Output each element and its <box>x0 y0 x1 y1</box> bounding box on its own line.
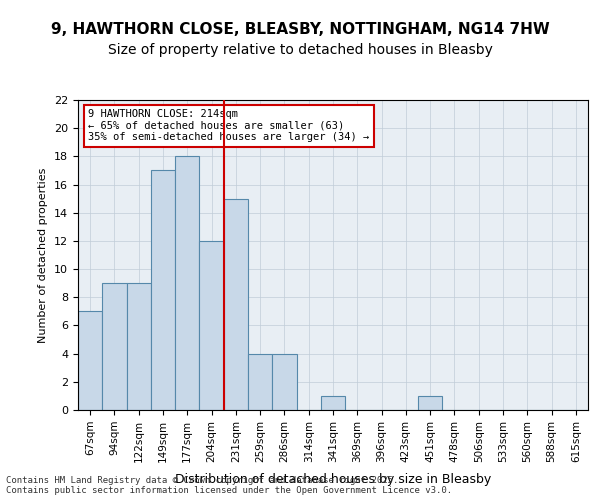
Bar <box>78 312 102 410</box>
Bar <box>151 170 175 410</box>
Bar <box>321 396 345 410</box>
Text: 9 HAWTHORN CLOSE: 214sqm
← 65% of detached houses are smaller (63)
35% of semi-d: 9 HAWTHORN CLOSE: 214sqm ← 65% of detach… <box>88 110 370 142</box>
Text: Size of property relative to detached houses in Bleasby: Size of property relative to detached ho… <box>107 43 493 57</box>
Bar <box>199 241 224 410</box>
Y-axis label: Number of detached properties: Number of detached properties <box>38 168 49 342</box>
Text: Contains HM Land Registry data © Crown copyright and database right 2025.
Contai: Contains HM Land Registry data © Crown c… <box>6 476 452 495</box>
Bar <box>418 396 442 410</box>
Bar <box>224 198 248 410</box>
X-axis label: Distribution of detached houses by size in Bleasby: Distribution of detached houses by size … <box>175 473 491 486</box>
Bar <box>127 283 151 410</box>
Text: 9, HAWTHORN CLOSE, BLEASBY, NOTTINGHAM, NG14 7HW: 9, HAWTHORN CLOSE, BLEASBY, NOTTINGHAM, … <box>50 22 550 38</box>
Bar <box>248 354 272 410</box>
Bar <box>175 156 199 410</box>
Bar <box>272 354 296 410</box>
Bar <box>102 283 127 410</box>
